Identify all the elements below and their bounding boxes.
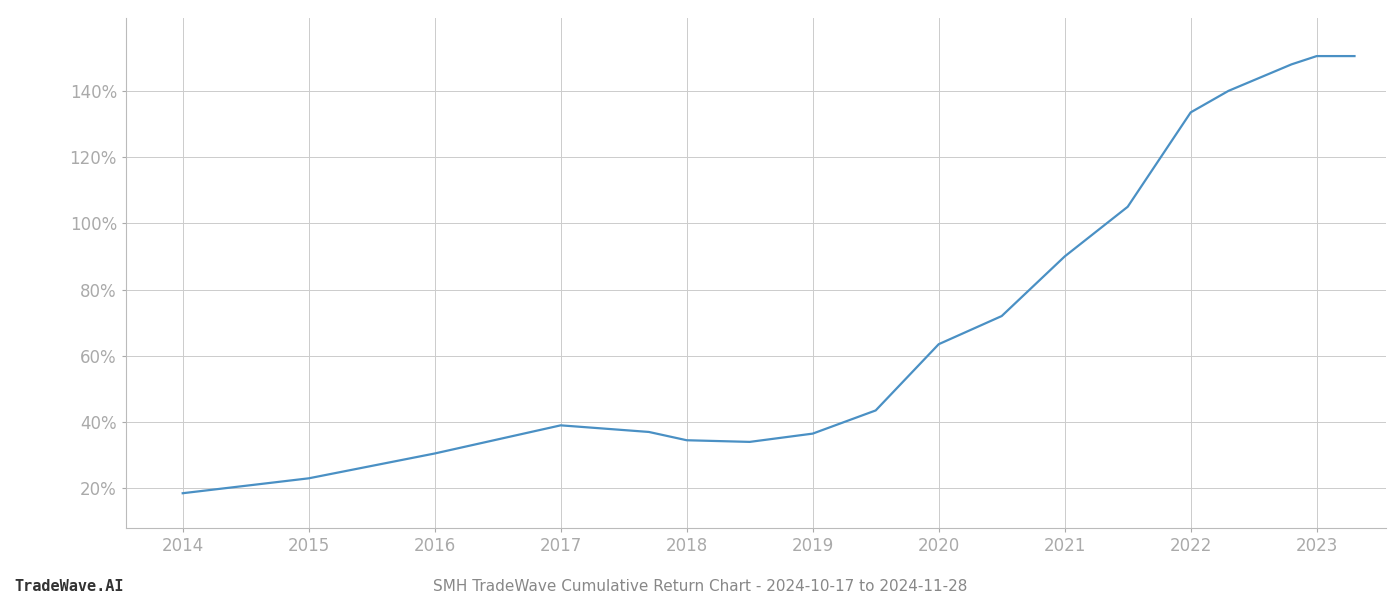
Text: TradeWave.AI: TradeWave.AI — [14, 579, 123, 594]
Text: SMH TradeWave Cumulative Return Chart - 2024-10-17 to 2024-11-28: SMH TradeWave Cumulative Return Chart - … — [433, 579, 967, 594]
